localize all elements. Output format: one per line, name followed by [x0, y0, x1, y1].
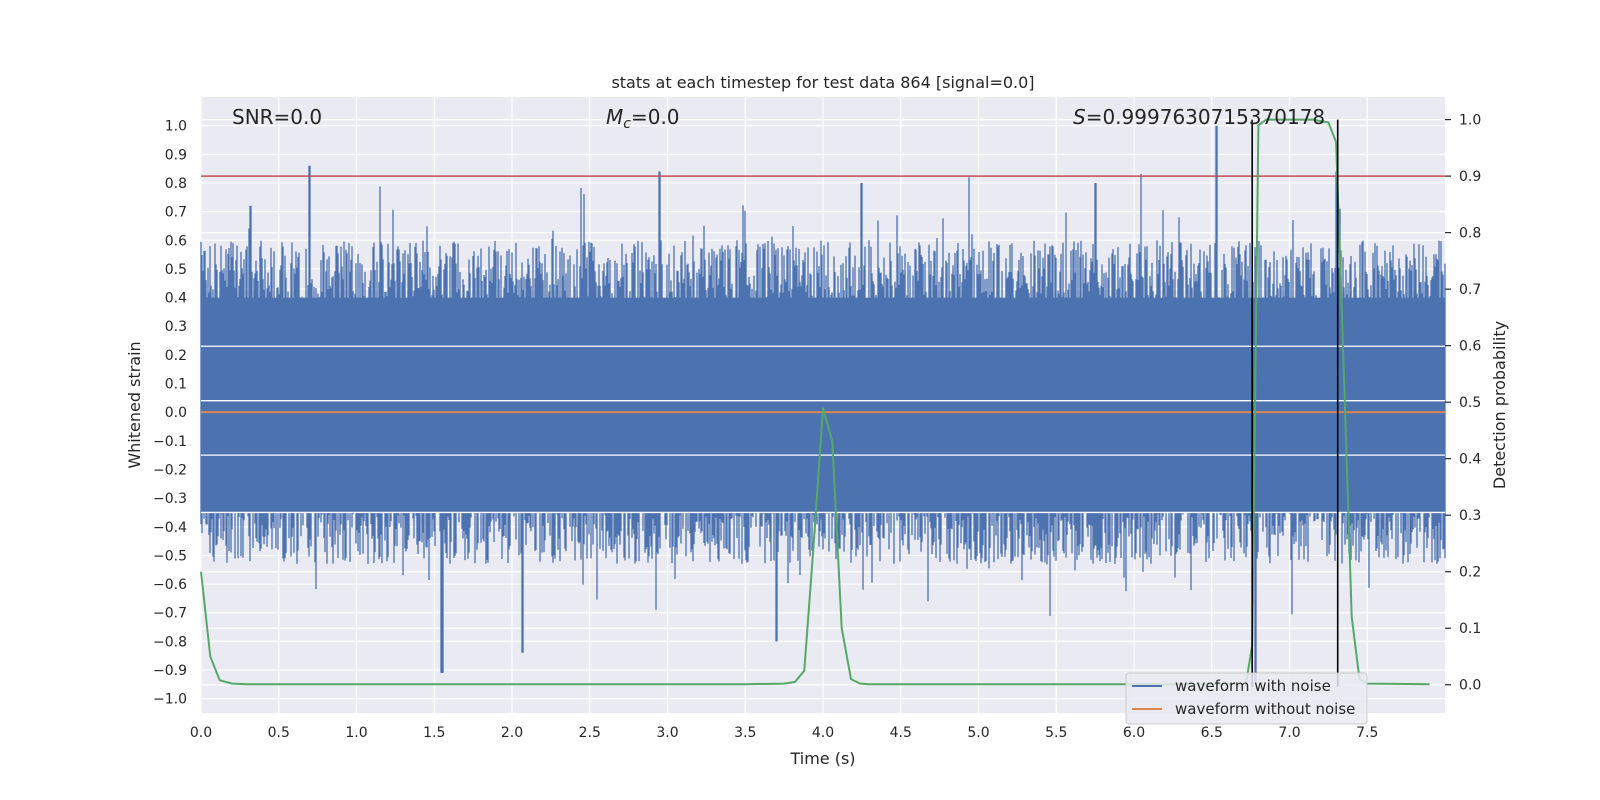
- y-tick-label: 1.0: [165, 119, 187, 135]
- y2-tick-label: 0.9: [1459, 169, 1481, 185]
- y-tick-label: 0.8: [165, 176, 187, 192]
- y-tick-label: 0.2: [165, 348, 187, 364]
- legend: waveform with noise waveform without noi…: [1125, 672, 1368, 725]
- x-tick-label: 7.0: [1278, 725, 1300, 741]
- x-tick-label: 5.0: [967, 725, 989, 741]
- series-lines: [200, 118, 1445, 687]
- annotation-mc: Mc=0.0: [606, 105, 680, 132]
- legend-label-noise: waveform with noise: [1175, 677, 1331, 695]
- x-tick-label: 5.5: [1045, 725, 1067, 741]
- y2-tick-label: 0.8: [1459, 226, 1481, 242]
- x-axis-label: Time (s): [789, 749, 855, 768]
- noise-band: [201, 297, 1445, 513]
- y2-tick-label: 0.6: [1459, 339, 1481, 355]
- y-tick-label: −0.9: [153, 663, 187, 679]
- detection-probability-line: [200, 118, 1430, 686]
- x-tick-label: 1.0: [345, 725, 367, 741]
- y-tick-label: −0.1: [153, 434, 187, 450]
- y-tick-label: −0.8: [153, 634, 187, 650]
- y-tick-label: −0.2: [153, 462, 187, 478]
- annotation-s: S=0.9997630715370178: [1073, 105, 1325, 129]
- y2-tick-label: 1.0: [1459, 113, 1481, 129]
- x-tick-label: 2.0: [501, 725, 523, 741]
- y-tick-label: −0.3: [153, 491, 187, 507]
- x-tick-label: 0.5: [268, 725, 290, 741]
- y-tick-label: −0.4: [153, 520, 187, 536]
- x-tick-labels: 0.0 0.5 1.0 1.5 2.0 2.5 3.0 3.5 4.0 4.5 5.0 5.5 6.0 6…: [190, 725, 1379, 741]
- y-tick-labels: −1.0 −0.9 −0.8 −0.7 −0.6 −0.5 −0.4 −0.3 −0.2 −0.1…: [153, 119, 187, 708]
- y-tick-label: 0.0: [165, 405, 187, 421]
- chart-title: stats at each timestep for test data 864…: [611, 73, 1034, 92]
- x-tick-label: 2.5: [579, 725, 601, 741]
- x-tick-label: 3.5: [734, 725, 756, 741]
- y-axis-label: Whitened strain: [125, 341, 144, 468]
- y-tick-label: 0.1: [165, 377, 187, 393]
- x-tick-label: 0.0: [190, 725, 212, 741]
- x-tick-label: 1.5: [423, 725, 445, 741]
- series-waveform-with-noise: [200, 125, 1446, 682]
- x-tick-label: 6.0: [1123, 725, 1145, 741]
- y2-tick-label: 0.5: [1459, 395, 1481, 411]
- y-tick-label: −0.6: [153, 577, 187, 593]
- annotation-mc-sub: c: [623, 116, 631, 132]
- annotation-mc-value: =0.0: [631, 105, 680, 129]
- annotation-snr: SNR=0.0: [232, 105, 322, 129]
- annotation-s-symbol: S: [1073, 105, 1086, 129]
- x-tick-label: 7.5: [1356, 725, 1378, 741]
- legend-label-clean: waveform without noise: [1175, 700, 1355, 718]
- y-tick-label: 0.3: [165, 319, 187, 335]
- y-tick-label: −0.5: [153, 548, 187, 564]
- y-tick-label: 0.7: [165, 205, 187, 221]
- y2-tick-label: 0.2: [1459, 565, 1481, 581]
- x-tick-label: 4.5: [890, 725, 912, 741]
- legend-box: [1125, 672, 1368, 725]
- y-tick-label: 0.5: [165, 262, 187, 278]
- y2-tick-label: 0.1: [1459, 621, 1481, 637]
- annotation-mc-symbol: M: [606, 105, 623, 129]
- y-tick-label: −1.0: [153, 692, 187, 708]
- y2-axis-label: Detection probability: [1490, 321, 1509, 489]
- annotation-s-value: =0.9997630715370178: [1086, 105, 1325, 129]
- x-tick-label: 6.5: [1201, 725, 1223, 741]
- y2-tick-label: 0.3: [1459, 508, 1481, 524]
- x-tick-label: 4.0: [812, 725, 834, 741]
- y2-tick-label: 0.0: [1459, 678, 1481, 694]
- y-tick-label: −0.7: [153, 606, 187, 622]
- y-tick-label: 0.4: [165, 291, 187, 307]
- y-tick-label: 0.9: [165, 147, 187, 163]
- y-tick-label: 0.6: [165, 233, 187, 249]
- y2-tick-label: 0.4: [1459, 452, 1481, 468]
- x-tick-label: 3.0: [656, 725, 678, 741]
- y2-tick-labels: 0.0 0.1 0.2 0.3 0.4 0.5 0.6 0.7 0.8 0.9 1.0: [1445, 113, 1481, 694]
- y2-tick-label: 0.7: [1459, 282, 1481, 298]
